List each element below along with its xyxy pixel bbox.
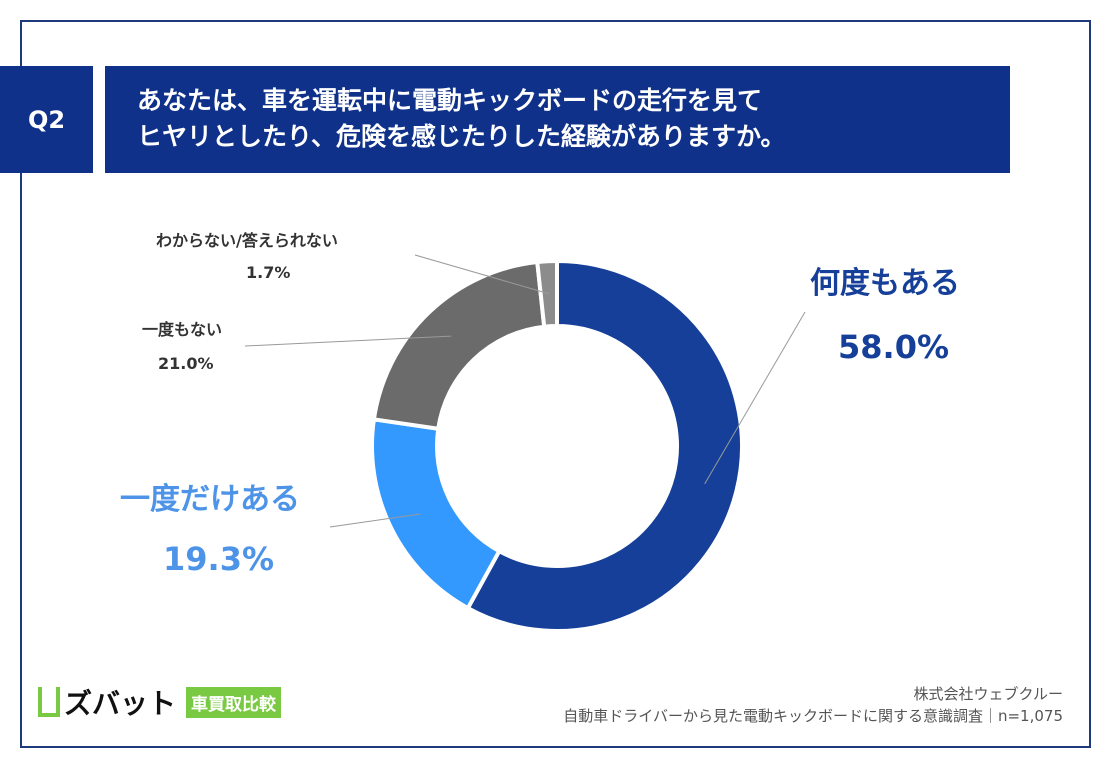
zubat-logo: ズバット 車買取比較 [38, 682, 282, 722]
leader-line [704, 311, 806, 485]
survey-info: 自動車ドライバーから見た電動キックボードに関する意識調査｜n=1,075 [563, 707, 1063, 725]
label-category-0: 何度もある [810, 266, 960, 301]
title-line-2: ヒヤリとしたり、危険を感じたりした経験がありますか。 [137, 122, 786, 151]
donut-slice [535, 258, 559, 329]
label-value-1: 19.3% [163, 540, 275, 578]
title-line-1: あなたは、車を運転中に電動キックボードの走行を見て [137, 86, 763, 115]
leader-line [329, 513, 421, 528]
footer-credit: 株式会社ウェブクルー 自動車ドライバーから見た電動キックボードに関する意識調査｜… [563, 683, 1063, 727]
leader-line [244, 335, 452, 347]
label-category-1: 一度だけある [120, 482, 300, 517]
donut-slice [371, 259, 547, 431]
label-value-3: 1.7% [246, 263, 291, 282]
question-title: あなたは、車を運転中に電動キックボードの走行を見て ヒヤリとしたり、危険を感じた… [105, 66, 1010, 173]
logo-mark-icon [38, 687, 60, 717]
label-category-3: わからない/答えられない [156, 231, 338, 250]
slide-frame [20, 20, 1091, 748]
label-value-0: 58.0% [838, 328, 950, 366]
company-name: 株式会社ウェブクルー [913, 685, 1063, 703]
logo-name: ズバット [64, 687, 177, 720]
question-number: Q2 [0, 66, 93, 173]
logo-badge: 車買取比較 [186, 686, 282, 718]
label-value-2: 21.0% [158, 354, 214, 373]
donut-slice [370, 417, 502, 611]
donut-slice [465, 258, 744, 633]
label-category-2: 一度もない [142, 320, 223, 339]
leader-line [414, 254, 549, 295]
